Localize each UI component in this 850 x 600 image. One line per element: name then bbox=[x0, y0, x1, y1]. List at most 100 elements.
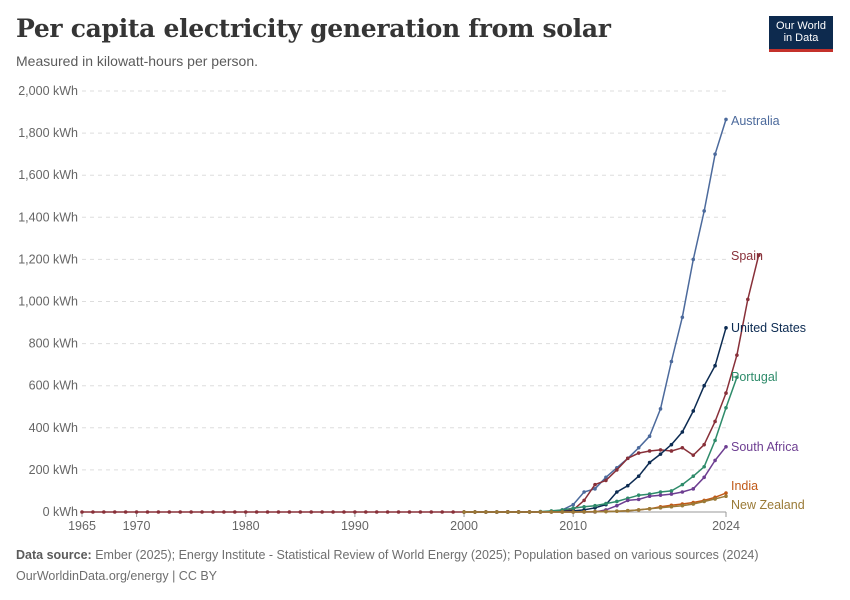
data-point bbox=[145, 510, 150, 514]
data-point bbox=[713, 363, 717, 368]
data-point bbox=[615, 499, 619, 504]
data-point bbox=[669, 359, 674, 364]
source-label: Data source: bbox=[16, 548, 92, 562]
data-point bbox=[134, 510, 139, 514]
x-tick-label: 2000 bbox=[450, 519, 478, 533]
data-point bbox=[680, 430, 685, 434]
data-point bbox=[582, 490, 586, 494]
data-point bbox=[636, 445, 641, 450]
chart-title: Per capita electricity generation from s… bbox=[16, 14, 611, 43]
data-point bbox=[527, 510, 532, 514]
data-point bbox=[615, 468, 619, 472]
data-point bbox=[625, 498, 630, 503]
data-point bbox=[593, 487, 597, 491]
chart-subtitle: Measured in kilowatt-hours per person. bbox=[16, 53, 259, 69]
data-point bbox=[680, 445, 685, 450]
data-point bbox=[702, 475, 706, 480]
data-point bbox=[363, 510, 368, 514]
data-point bbox=[625, 508, 630, 513]
series-label: Spain bbox=[731, 249, 763, 263]
data-point bbox=[396, 510, 401, 514]
data-point bbox=[680, 482, 685, 487]
line-chart: 0 kWh 200 kWh 400 kWh 600 kWh 800 kWh 1,000 k… bbox=[18, 84, 806, 533]
data-point bbox=[440, 510, 445, 514]
y-tick-label: 1,600 kWh bbox=[18, 168, 78, 182]
data-point bbox=[702, 442, 706, 447]
data-point bbox=[549, 510, 554, 514]
data-point bbox=[189, 510, 193, 514]
data-point bbox=[713, 419, 717, 424]
data-point bbox=[484, 510, 488, 514]
data-point bbox=[418, 510, 423, 514]
x-tick-label: 1965 bbox=[68, 519, 96, 533]
data-point bbox=[615, 503, 619, 508]
data-point bbox=[658, 493, 663, 497]
footer-link[interactable]: OurWorldinData.org/energy | CC BY bbox=[16, 569, 218, 583]
y-tick-label: 1,200 kWh bbox=[18, 252, 78, 266]
data-point bbox=[691, 409, 696, 413]
data-point bbox=[680, 503, 685, 508]
data-point bbox=[604, 501, 608, 506]
data-point bbox=[680, 315, 685, 320]
data-point bbox=[702, 383, 706, 388]
logo-line-1: Our World bbox=[776, 20, 826, 32]
data-point bbox=[669, 492, 674, 496]
data-point bbox=[593, 509, 597, 514]
data-point bbox=[451, 510, 455, 514]
series-line bbox=[464, 119, 727, 513]
data-point bbox=[691, 487, 696, 491]
data-point bbox=[658, 452, 663, 456]
data-point bbox=[680, 490, 685, 494]
data-point bbox=[604, 475, 608, 480]
x-tick-label: 2024 bbox=[712, 519, 740, 533]
data-point bbox=[636, 493, 641, 497]
data-point bbox=[735, 353, 739, 357]
data-point bbox=[233, 510, 237, 514]
data-point bbox=[691, 453, 696, 457]
y-tick-label: 200 kWh bbox=[29, 463, 78, 477]
data-point bbox=[724, 117, 728, 122]
data-point bbox=[636, 497, 641, 502]
data-point bbox=[309, 510, 314, 514]
y-tick-label: 0 kWh bbox=[43, 505, 78, 519]
data-point bbox=[604, 478, 608, 483]
data-point bbox=[112, 510, 117, 514]
data-point bbox=[276, 510, 281, 514]
data-point bbox=[702, 209, 706, 213]
data-point bbox=[407, 510, 412, 514]
data-point bbox=[505, 510, 510, 514]
data-point bbox=[724, 391, 728, 395]
source-note: Data source: Ember (2025); Energy Instit… bbox=[16, 548, 759, 562]
series-label: South Africa bbox=[731, 440, 798, 454]
data-point bbox=[265, 510, 270, 514]
data-point bbox=[571, 510, 575, 514]
data-point bbox=[625, 483, 630, 488]
y-tick-label: 400 kWh bbox=[29, 421, 78, 435]
x-tick-label: 2010 bbox=[559, 519, 587, 533]
data-point bbox=[80, 510, 84, 514]
y-tick-label: 800 kWh bbox=[29, 337, 78, 351]
series-label: Australia bbox=[731, 114, 780, 128]
y-tick-label: 2,000 kWh bbox=[18, 84, 78, 98]
data-point bbox=[538, 510, 543, 514]
data-point bbox=[713, 152, 717, 156]
data-point bbox=[636, 508, 641, 512]
data-point bbox=[669, 449, 674, 453]
data-point bbox=[429, 510, 434, 514]
data-point bbox=[691, 474, 696, 479]
data-point bbox=[287, 510, 292, 514]
data-point bbox=[756, 253, 761, 257]
series-line bbox=[82, 255, 760, 513]
data-point bbox=[462, 510, 466, 514]
data-point bbox=[647, 460, 652, 465]
data-point bbox=[243, 510, 248, 514]
data-point bbox=[342, 510, 346, 514]
data-point bbox=[331, 510, 335, 514]
data-point bbox=[636, 451, 641, 455]
data-point bbox=[647, 449, 652, 453]
x-tick-label: 1990 bbox=[341, 519, 369, 533]
y-tick-label: 1,000 kWh bbox=[18, 295, 78, 309]
data-point bbox=[582, 510, 586, 514]
owid-logo[interactable]: Our World in Data bbox=[769, 16, 833, 52]
series-label: India bbox=[731, 479, 758, 493]
